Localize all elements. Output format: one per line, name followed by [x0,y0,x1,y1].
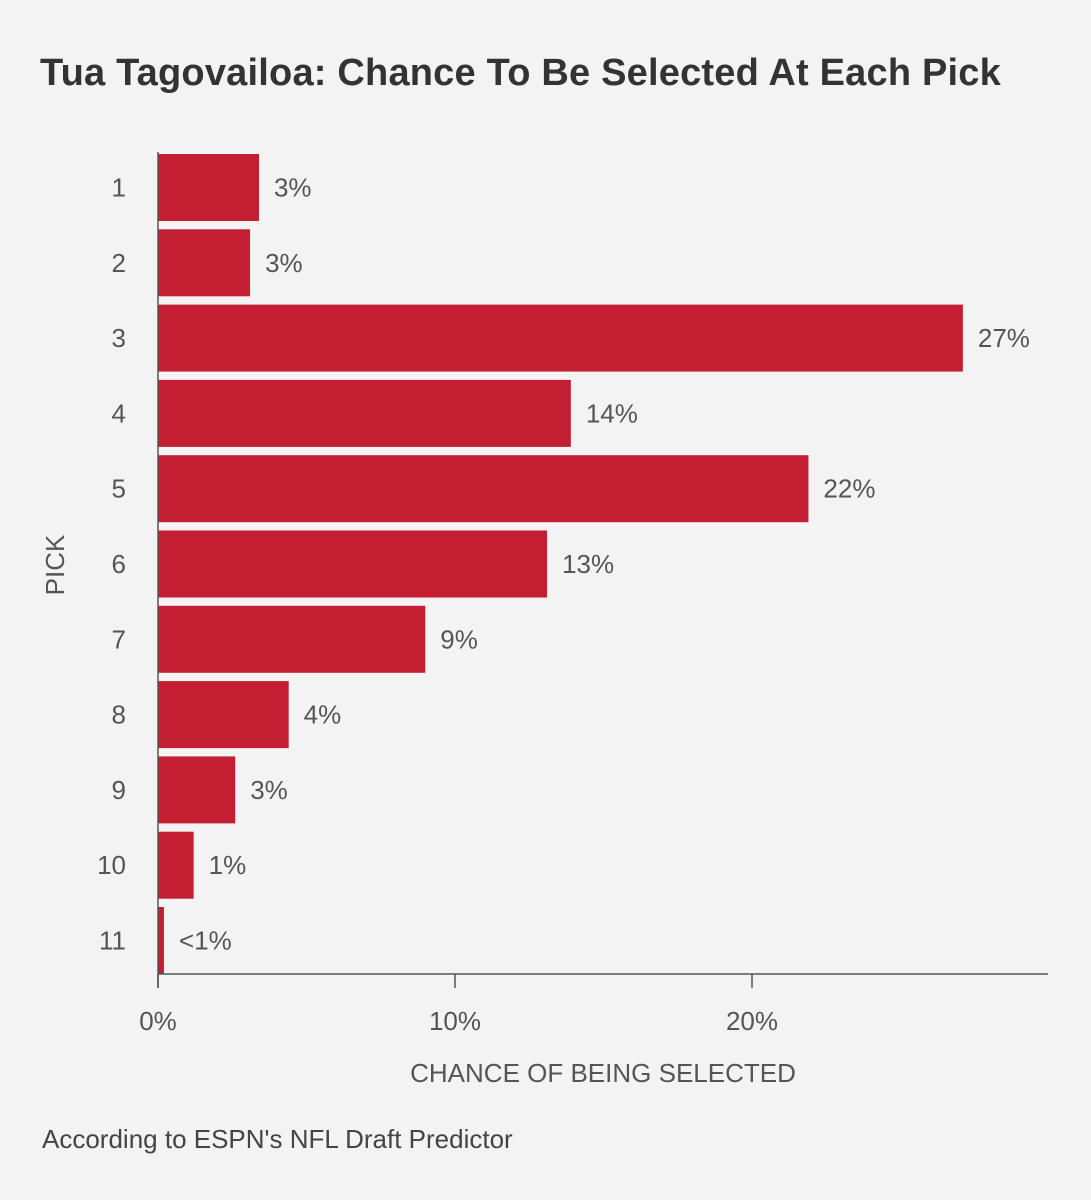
data-label-pick-7: 9% [440,624,478,654]
data-label-pick-3: 27% [978,323,1030,353]
category-label-pick-4: 4 [112,398,126,428]
chart-title: Tua Tagovailoa: Chance To Be Selected At… [40,52,1001,94]
bar-pick-6 [158,530,548,598]
data-label-pick-6: 13% [562,549,614,579]
bar-pick-10 [158,831,194,899]
category-label-pick-9: 9 [112,775,126,805]
source-note: According to ESPN's NFL Draft Predictor [42,1124,513,1154]
x-tick-label-10%: 10% [429,1006,481,1036]
x-tick-label-20%: 20% [726,1006,778,1036]
bar-pick-1 [158,154,259,221]
category-label-pick-7: 7 [112,624,126,654]
data-label-pick-1: 3% [274,173,312,203]
bar-pick-3 [158,304,963,372]
category-label-pick-2: 2 [112,248,126,278]
category-label-pick-6: 6 [112,549,126,579]
x-axis-label: CHANCE OF BEING SELECTED [410,1058,796,1088]
y-axis-label: PICK [40,534,70,595]
data-label-pick-4: 14% [586,398,638,428]
bar-pick-7 [158,605,426,673]
data-label-pick-5: 22% [823,474,875,504]
data-label-pick-8: 4% [304,700,342,730]
category-label-pick-10: 10 [97,850,126,880]
bar-pick-5 [158,455,809,523]
category-label-pick-8: 8 [112,700,126,730]
category-label-pick-5: 5 [112,474,126,504]
bar-pick-9 [158,756,236,824]
bar-pick-11 [158,907,164,974]
category-label-pick-1: 1 [112,173,126,203]
data-label-pick-2: 3% [265,248,303,278]
data-label-pick-10: 1% [209,850,247,880]
data-label-pick-11: <1% [179,926,232,956]
bar-pick-8 [158,681,289,749]
category-label-pick-3: 3 [112,323,126,353]
category-label-pick-11: 11 [99,926,126,956]
bar-pick-4 [158,379,571,447]
data-label-pick-9: 3% [250,775,288,805]
bar-pick-2 [158,229,251,297]
x-tick-label-0%: 0% [139,1006,177,1036]
